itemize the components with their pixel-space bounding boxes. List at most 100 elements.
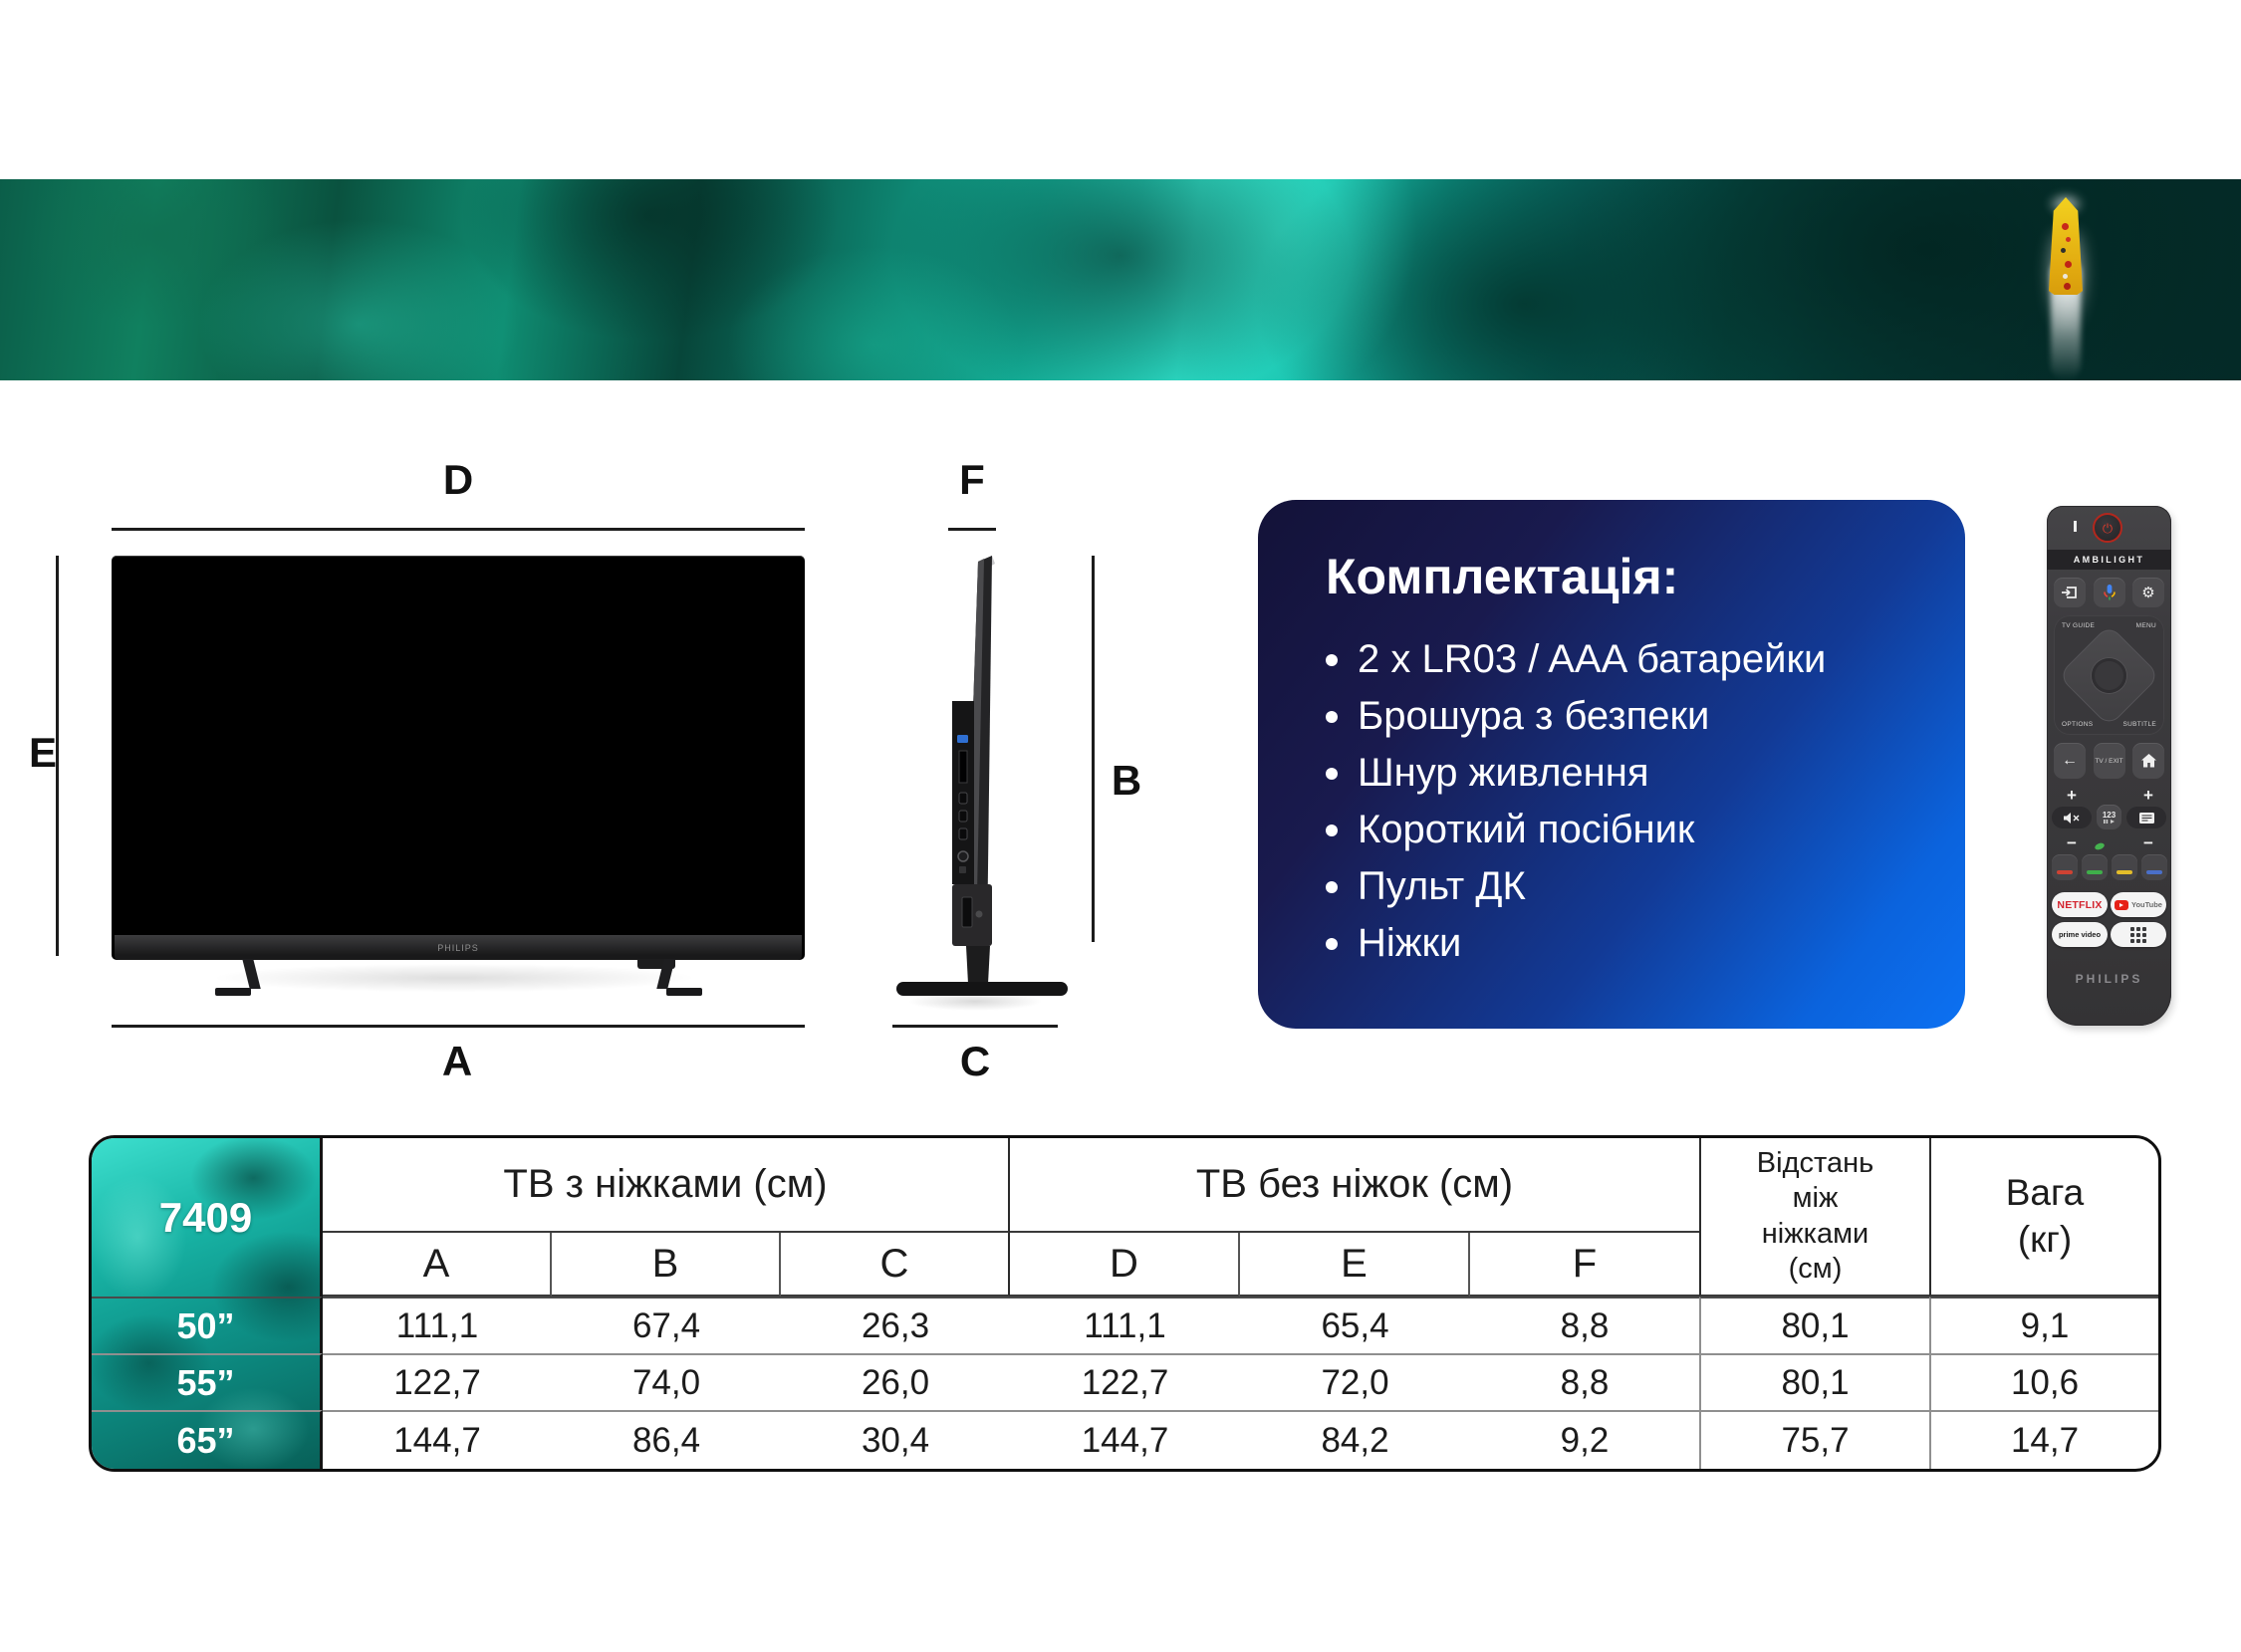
subtitle-label: SUBTITLE — [2122, 721, 2156, 728]
value-cell: 26,0 — [781, 1353, 1010, 1410]
row-size-label: 65” — [92, 1410, 323, 1469]
dim-line-f — [948, 528, 996, 531]
dim-line-a — [112, 1025, 805, 1028]
voice-button — [2093, 578, 2125, 607]
blue-key — [2141, 854, 2167, 880]
header-weight: Вага (кг) — [1929, 1138, 2158, 1297]
package-contents-box: Комплектація: 2 x LR03 / AAA батарейки Б… — [1258, 500, 1965, 1029]
dim-label-f: F — [959, 456, 985, 503]
value-cell: 111,1 — [323, 1297, 552, 1353]
mute-icon — [2064, 812, 2080, 824]
dim-label-c: C — [959, 1038, 991, 1084]
ok-button — [2092, 658, 2126, 693]
volume-down-label: − — [2067, 833, 2077, 852]
package-item: Короткий посібник — [1326, 802, 1826, 858]
value-cell: 65,4 — [1240, 1297, 1470, 1353]
tv-left-foot-stem — [242, 959, 261, 989]
value-cell: 86,4 — [552, 1410, 781, 1469]
speedboat — [2049, 197, 2083, 295]
home-button — [2132, 743, 2164, 779]
green-key — [2082, 854, 2108, 880]
channel-list-icon — [2138, 812, 2154, 824]
value-cell: 75,7 — [1699, 1410, 1929, 1469]
power-button: ⏻ — [2093, 513, 2122, 543]
value-cell: 30,4 — [781, 1410, 1010, 1469]
value-cell: 9,2 — [1470, 1410, 1699, 1469]
apps-button — [2111, 922, 2166, 947]
prime-video-label: prime video — [2058, 930, 2102, 939]
youtube-play-icon — [2115, 899, 2129, 910]
value-cell: 144,7 — [1010, 1410, 1240, 1469]
value-cell: 74,0 — [552, 1353, 781, 1410]
value-cell: 144,7 — [323, 1410, 552, 1469]
package-list: 2 x LR03 / AAA батарейки Брошура з безпе… — [1326, 631, 1826, 972]
value-cell: 67,4 — [552, 1297, 781, 1353]
remote-brand-logo: PHILIPS — [2075, 972, 2143, 986]
power-icon: ⏻ — [2102, 520, 2114, 536]
tv-right-foot-pad — [666, 988, 702, 996]
volume-up-label: + — [2067, 786, 2077, 805]
value-cell: 111,1 — [1010, 1297, 1240, 1353]
col-letter-e: E — [1240, 1233, 1470, 1297]
table-image-column — [92, 1138, 323, 1469]
ocean-banner-image — [0, 179, 2241, 380]
value-cell: 10,6 — [1929, 1353, 2158, 1410]
package-item: 2 x LR03 / AAA батарейки — [1326, 631, 1826, 688]
value-cell: 80,1 — [1699, 1353, 1929, 1410]
dim-label-b: B — [1111, 757, 1142, 804]
tv-brand-logo: PHILIPS — [437, 942, 479, 953]
value-cell: 26,3 — [781, 1297, 1010, 1353]
gear-icon: ⚙ — [2141, 585, 2155, 601]
channel-up-label: + — [2143, 786, 2153, 805]
netflix-button: NETFLIX — [2052, 892, 2108, 917]
digits-label: 123 — [2102, 811, 2116, 820]
tv-side-view — [896, 556, 1068, 996]
table-grid: 7409 ТВ з ніжками (см) ТВ без ніжок (см)… — [92, 1138, 2158, 1469]
mute-button — [2052, 807, 2092, 828]
header-tv-with-stand: ТВ з ніжками (см) — [323, 1138, 1010, 1233]
channel-button — [2126, 807, 2166, 828]
col-letter-c: C — [781, 1233, 1010, 1297]
package-item: Шнур живлення — [1326, 745, 1826, 802]
dimensions-table: 7409 ТВ з ніжками (см) ТВ без ніжок (см)… — [89, 1135, 2161, 1472]
youtube-label: YouTube — [2131, 900, 2162, 909]
settings-button: ⚙ — [2132, 578, 2164, 607]
digits-button: 123 — [2097, 805, 2121, 829]
red-key — [2052, 854, 2078, 880]
source-button — [2054, 578, 2086, 607]
col-letter-f: F — [1470, 1233, 1699, 1297]
dim-line-d — [112, 528, 805, 531]
value-cell: 122,7 — [1010, 1353, 1240, 1410]
dim-line-c — [892, 1025, 1058, 1028]
remote-led-indicator — [2074, 521, 2077, 532]
package-title: Комплектація: — [1326, 549, 1679, 604]
mic-icon — [2103, 585, 2116, 600]
tv-exit-label: TV / EXIT — [2095, 757, 2123, 765]
tv-guide-label: TV GUIDE — [2062, 622, 2096, 629]
remote-control: ⏻ AMBILIGHT ⚙ TV GUIDE MENU OPTIONS — [2047, 506, 2171, 1026]
back-button: ← — [2054, 743, 2086, 779]
tv-left-foot — [215, 959, 265, 996]
options-label: OPTIONS — [2062, 721, 2094, 728]
header-tv-without-stand: ТВ без ніжок (см) — [1010, 1138, 1699, 1233]
value-cell: 8,8 — [1470, 1353, 1699, 1410]
tv-front-view: PHILIPS — [112, 556, 805, 969]
dim-line-e — [56, 556, 59, 956]
back-arrow-icon: ← — [2062, 752, 2078, 769]
row-size-label: 50” — [92, 1297, 323, 1353]
youtube-button: YouTube — [2111, 892, 2166, 917]
tv-exit-button: TV / EXIT — [2093, 743, 2125, 779]
col-letter-a: A — [323, 1233, 552, 1297]
value-cell: 8,8 — [1470, 1297, 1699, 1353]
tv-bottom-bezel: PHILIPS — [115, 935, 802, 960]
package-item: Брошура з безпеки — [1326, 688, 1826, 745]
package-item: Пульт ДК — [1326, 858, 1826, 915]
dim-label-d: D — [442, 456, 474, 503]
model-number: 7409 — [92, 1138, 323, 1297]
home-icon — [2140, 754, 2156, 768]
header-feet-distance: Відстань між ніжками (см) — [1699, 1138, 1929, 1297]
package-item: Ніжки — [1326, 915, 1826, 972]
app-grid-icon — [2130, 926, 2146, 943]
channel-down-label: − — [2143, 833, 2153, 852]
